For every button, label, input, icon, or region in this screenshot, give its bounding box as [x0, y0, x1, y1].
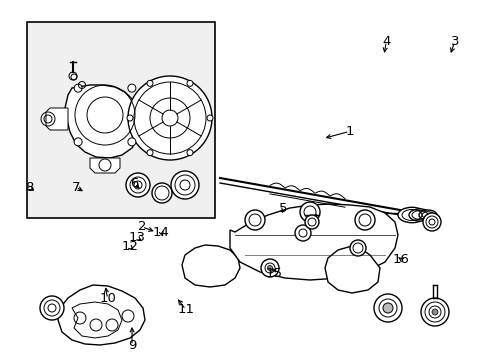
Circle shape — [74, 84, 82, 92]
Circle shape — [349, 240, 365, 256]
Circle shape — [147, 80, 153, 86]
Polygon shape — [229, 204, 397, 280]
Circle shape — [128, 76, 212, 160]
Circle shape — [74, 312, 86, 324]
Bar — [27, 22, 215, 218]
Circle shape — [74, 138, 82, 146]
Text: 15: 15 — [265, 267, 282, 280]
Text: 10: 10 — [99, 292, 116, 305]
Text: 5: 5 — [279, 202, 287, 215]
Circle shape — [354, 210, 374, 230]
Circle shape — [244, 210, 264, 230]
Circle shape — [106, 319, 118, 331]
Circle shape — [127, 115, 133, 121]
Text: 16: 16 — [392, 253, 408, 266]
Text: 6: 6 — [130, 177, 139, 190]
Circle shape — [186, 80, 193, 86]
Text: 13: 13 — [128, 231, 145, 244]
Circle shape — [431, 309, 437, 315]
Circle shape — [186, 150, 193, 156]
Text: 1: 1 — [345, 125, 353, 138]
Circle shape — [126, 173, 150, 197]
Circle shape — [127, 84, 136, 92]
Text: 4: 4 — [381, 35, 390, 48]
Polygon shape — [182, 245, 240, 287]
Circle shape — [40, 296, 64, 320]
Circle shape — [305, 215, 318, 229]
Circle shape — [261, 259, 279, 277]
Circle shape — [90, 319, 102, 331]
Text: 11: 11 — [177, 303, 194, 316]
Circle shape — [171, 171, 199, 199]
Circle shape — [299, 202, 319, 222]
Polygon shape — [90, 158, 120, 173]
Polygon shape — [58, 285, 145, 345]
Circle shape — [420, 298, 448, 326]
Circle shape — [147, 150, 153, 156]
Circle shape — [267, 266, 272, 270]
Text: 2: 2 — [137, 220, 146, 233]
Circle shape — [152, 183, 172, 203]
Ellipse shape — [397, 207, 425, 223]
Circle shape — [373, 294, 401, 322]
Text: 3: 3 — [449, 35, 458, 48]
Text: 9: 9 — [127, 339, 136, 352]
Text: 12: 12 — [121, 240, 138, 253]
Circle shape — [422, 213, 440, 231]
Ellipse shape — [408, 209, 430, 221]
Circle shape — [122, 310, 134, 322]
Polygon shape — [46, 108, 68, 130]
Polygon shape — [325, 246, 379, 293]
Polygon shape — [65, 85, 140, 158]
Circle shape — [206, 115, 213, 121]
Text: 14: 14 — [153, 226, 169, 239]
Circle shape — [294, 225, 310, 241]
Ellipse shape — [418, 210, 436, 220]
Circle shape — [127, 138, 136, 146]
Text: 8: 8 — [25, 181, 34, 194]
Circle shape — [382, 303, 392, 313]
Text: 7: 7 — [71, 181, 80, 194]
